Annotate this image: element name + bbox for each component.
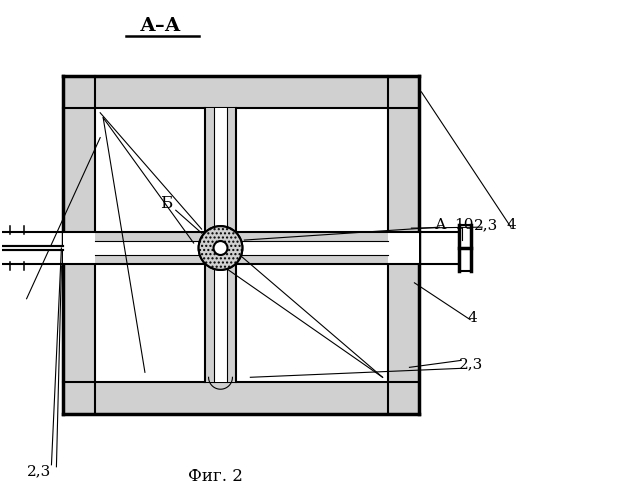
Circle shape bbox=[199, 226, 242, 270]
Text: Фиг. 2: Фиг. 2 bbox=[188, 468, 243, 485]
Circle shape bbox=[214, 241, 227, 255]
Bar bbox=[95, 108, 388, 382]
Bar bbox=[64, 232, 419, 264]
Text: Б: Б bbox=[159, 195, 172, 212]
Bar bbox=[2, 246, 64, 250]
Bar bbox=[204, 108, 236, 382]
Bar bbox=[204, 108, 214, 382]
Bar bbox=[64, 76, 95, 414]
Text: 2,3: 2,3 bbox=[27, 465, 52, 479]
Bar bbox=[64, 76, 419, 108]
Circle shape bbox=[199, 226, 242, 270]
Text: 4: 4 bbox=[507, 218, 516, 232]
Text: 4: 4 bbox=[467, 310, 477, 324]
Text: 2,3: 2,3 bbox=[474, 218, 498, 232]
Bar bbox=[227, 108, 236, 382]
Text: А: А bbox=[434, 218, 446, 232]
Bar bbox=[64, 382, 419, 414]
Bar bbox=[95, 255, 388, 264]
Bar bbox=[388, 76, 419, 414]
Text: 10: 10 bbox=[454, 218, 473, 232]
Bar bbox=[64, 76, 419, 414]
Text: А–А: А–А bbox=[140, 17, 182, 35]
Text: 2,3: 2,3 bbox=[459, 358, 483, 372]
Bar bbox=[95, 232, 388, 241]
